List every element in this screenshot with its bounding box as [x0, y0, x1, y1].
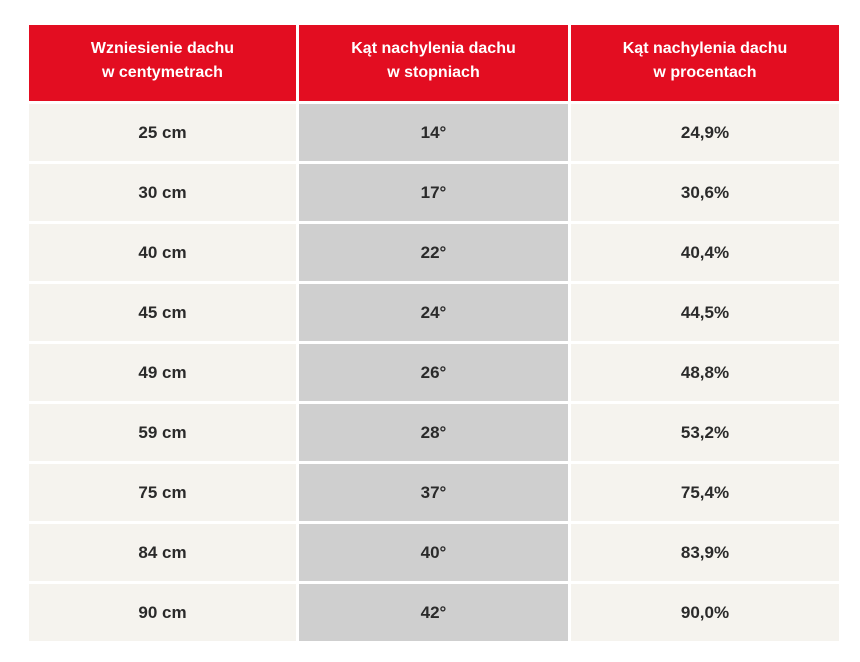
header-line: w procentach: [653, 64, 757, 81]
header-angle-percent: Kąt nachylenia dachu w procentach: [571, 25, 839, 101]
cell-degrees: 26°: [299, 344, 568, 401]
cell-height: 84 cm: [29, 524, 296, 581]
header-line: Kąt nachylenia dachu: [622, 40, 788, 57]
cell-degrees: 14°: [299, 104, 568, 161]
cell-height: 49 cm: [29, 344, 296, 401]
header-height-cm: Wzniesienie dachu w centymetrach: [29, 25, 296, 101]
header-line: Wzniesienie dachu: [90, 40, 235, 57]
header-line: Kąt nachylenia dachu: [351, 40, 516, 57]
cell-percent: 83,9%: [571, 524, 839, 581]
cell-height: 30 cm: [29, 164, 296, 221]
header-line: w stopniach: [387, 64, 480, 81]
cell-degrees: 28°: [299, 404, 568, 461]
cell-percent: 30,6%: [571, 164, 839, 221]
cell-degrees: 40°: [299, 524, 568, 581]
cell-height: 59 cm: [29, 404, 296, 461]
cell-degrees: 24°: [299, 284, 568, 341]
roof-pitch-table: Wzniesienie dachu w centymetrach Kąt nac…: [29, 25, 839, 641]
cell-degrees: 22°: [299, 224, 568, 281]
cell-height: 90 cm: [29, 584, 296, 641]
cell-percent: 53,2%: [571, 404, 839, 461]
cell-degrees: 42°: [299, 584, 568, 641]
cell-percent: 48,8%: [571, 344, 839, 401]
cell-percent: 40,4%: [571, 224, 839, 281]
cell-percent: 44,5%: [571, 284, 839, 341]
cell-percent: 24,9%: [571, 104, 839, 161]
cell-percent: 90,0%: [571, 584, 839, 641]
cell-height: 25 cm: [29, 104, 296, 161]
cell-height: 75 cm: [29, 464, 296, 521]
cell-degrees: 17°: [299, 164, 568, 221]
cell-height: 40 cm: [29, 224, 296, 281]
cell-degrees: 37°: [299, 464, 568, 521]
cell-percent: 75,4%: [571, 464, 839, 521]
header-angle-degrees: Kąt nachylenia dachu w stopniach: [299, 25, 568, 101]
header-line: w centymetrach: [102, 64, 223, 81]
cell-height: 45 cm: [29, 284, 296, 341]
